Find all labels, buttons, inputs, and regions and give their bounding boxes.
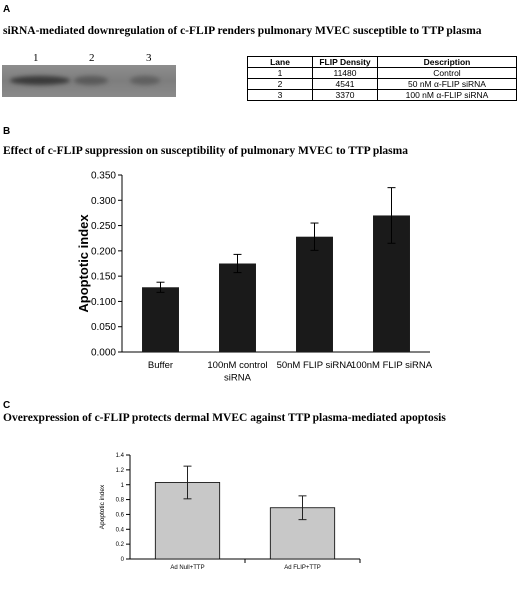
y-tick-label: 0.2 [116, 542, 125, 548]
blot-band-lane-2 [74, 76, 108, 85]
x-tick-label: 50nM FLIP siRNA [277, 360, 354, 371]
panel-a-letter: A [3, 4, 11, 15]
table-cell: 100 nM α-FLIP siRNA [377, 89, 517, 101]
x-tick-label: Ad Null+TTP [170, 565, 204, 571]
table-header-flip-density: FLIP Density [312, 56, 378, 68]
bar [296, 236, 333, 352]
y-tick-label: 0.200 [91, 246, 116, 257]
x-tick-label: 100nM FLIP siRNA [351, 360, 433, 371]
bar [219, 263, 256, 352]
y-tick-label: 0.000 [91, 348, 116, 359]
y-tick-label: 1.2 [116, 468, 125, 474]
y-tick-label: 0.150 [91, 272, 116, 283]
table-row: 2 4541 50 nM α-FLIP siRNA [247, 78, 517, 90]
chart-c-apoptotic-index: 0 0.2 0.4 0.6 0.8 1 1.2 1.4 Apoptotic index Ad Nu… [99, 453, 361, 571]
table-cell: 50 nM α-FLIP siRNA [377, 78, 517, 90]
x-tick-label: Ad FLIP+TTP [284, 565, 321, 571]
y-tick-label: 0 [121, 557, 125, 563]
table-cell: Control [377, 67, 517, 79]
table-cell: 1 [247, 67, 313, 79]
blot-band-lane-1 [10, 76, 70, 85]
y-tick-label: 0.4 [116, 527, 125, 533]
y-tick-label: 0.050 [91, 322, 116, 333]
table-row: 1 11480 Control [247, 67, 517, 79]
y-axis-label: Apoptotic index [76, 214, 91, 313]
x-tick-label: siRNA [224, 373, 252, 384]
panel-b-letter: B [3, 126, 11, 137]
x-tick-label: 100nM control [207, 360, 267, 371]
y-tick-label: 1.4 [116, 453, 125, 459]
y-tick-label: 0.100 [91, 297, 116, 308]
panel-a-title: siRNA-mediated downregulation of c-FLIP … [3, 25, 482, 37]
table-cell: 3370 [312, 89, 378, 101]
table-cell: 3 [247, 89, 313, 101]
panel-c-letter: C [3, 400, 11, 411]
blot-lane-label-2: 2 [89, 52, 95, 64]
y-tick-label: 0.6 [116, 513, 125, 519]
western-blot-image [2, 65, 176, 97]
table-header-description: Description [377, 56, 517, 68]
blot-lane-label-3: 3 [146, 52, 152, 64]
panel-c-title: Overexpression of c-FLIP protects dermal… [3, 412, 446, 424]
blot-lane-label-1: 1 [33, 52, 39, 64]
bar [142, 287, 179, 352]
y-tick-label: 0.250 [91, 221, 116, 232]
x-tick-label: Buffer [148, 360, 173, 371]
table-header-lane: Lane [247, 56, 313, 68]
table-cell: 4541 [312, 78, 378, 90]
table-header-row: Lane FLIP Density Description [247, 56, 517, 68]
flip-density-table: Lane FLIP Density Description 1 11480 Co… [247, 56, 517, 101]
table-cell: 11480 [312, 67, 378, 79]
table-row: 3 3370 100 nM α-FLIP siRNA [247, 89, 517, 101]
y-tick-label: 0.300 [91, 196, 116, 207]
y-tick-label: 1 [121, 483, 125, 489]
y-axis-label: Apoptotic index [99, 484, 106, 529]
table-cell: 2 [247, 78, 313, 90]
blot-band-lane-3 [130, 76, 160, 85]
chart-b-apoptotic-index: 0.000 0.050 0.100 0.150 0.200 0.250 0.300 0.350… [76, 171, 433, 384]
panel-b-title: Effect of c-FLIP suppression on suscepti… [3, 145, 408, 157]
y-tick-label: 0.350 [91, 171, 116, 182]
y-tick-label: 0.8 [116, 498, 125, 504]
